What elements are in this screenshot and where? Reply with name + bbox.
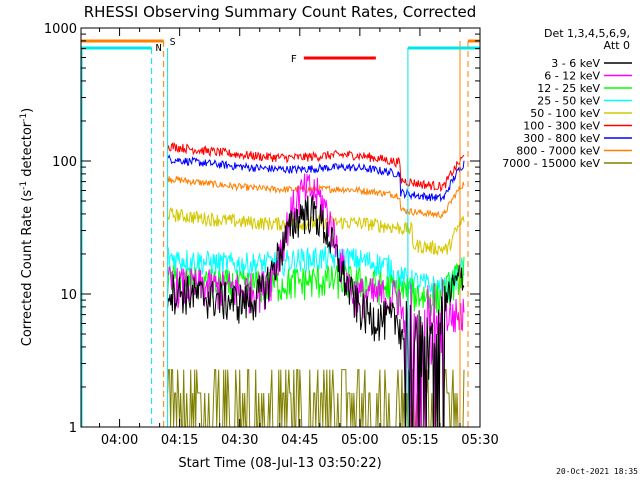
legend-label: 50 - 100 keV: [530, 107, 600, 120]
y-tick-label: 100: [52, 155, 77, 170]
x-tick-label: 04:00: [101, 433, 138, 448]
series-100-300-keV: [167, 141, 465, 193]
series-25-50-keV: [167, 245, 465, 303]
x-tick-label: 04:45: [281, 433, 318, 448]
chart-title: RHESSI Observing Summary Count Rates, Co…: [84, 3, 477, 21]
x-axis-label: Start Time (08-Jul-13 03:50:22): [178, 456, 381, 471]
plot-frame: [80, 27, 481, 428]
legend-label: 6 - 12 keV: [544, 70, 600, 83]
series-traces: [167, 141, 465, 428]
flag-n-label: N: [156, 43, 162, 54]
legend-header-line-1: Det 1,3,4,5,6,9,: [544, 27, 630, 40]
legend-label: 12 - 25 keV: [537, 82, 600, 95]
x-tick-label: 05:30: [461, 433, 498, 448]
series-800-7000-keV: [167, 175, 465, 219]
legend-label: 25 - 50 keV: [537, 95, 600, 108]
generated-timestamp: 20-Oct-2021 18:35: [556, 467, 638, 476]
x-tick-label: 04:15: [161, 433, 198, 448]
y-tick-label: 1: [69, 421, 77, 436]
flag-s-label: S: [170, 37, 176, 48]
legend-label: 800 - 7000 keV: [516, 145, 600, 158]
flag-f-label: F: [291, 54, 297, 65]
x-tick-label: 04:30: [221, 433, 258, 448]
x-axis: 04:00 04:15 04:30 04:45 05:00 05:15 05:30: [99, 28, 499, 448]
y-tick-label: 10: [60, 288, 77, 303]
series-300-800-keV: [167, 154, 465, 203]
y-axis: 1 10 100 1000: [44, 22, 480, 436]
legend-label: 300 - 800 keV: [523, 132, 600, 145]
series-3-6-keV: [167, 193, 465, 428]
legend-label: 7000 - 15000 keV: [502, 157, 600, 170]
legend-header-line-2: Att 0: [604, 39, 630, 52]
y-tick-label: 1000: [44, 22, 77, 37]
legend-label: 100 - 300 keV: [523, 120, 600, 133]
series-50-100-keV: [167, 206, 465, 256]
y-axis-label: Corrected Count Rate (s-1 detector-1): [19, 108, 35, 346]
flag-markers: SN F: [81, 37, 480, 427]
legend-label: 3 - 6 keV: [551, 57, 600, 70]
x-tick-label: 05:15: [401, 433, 438, 448]
x-tick-label: 05:00: [341, 433, 378, 448]
